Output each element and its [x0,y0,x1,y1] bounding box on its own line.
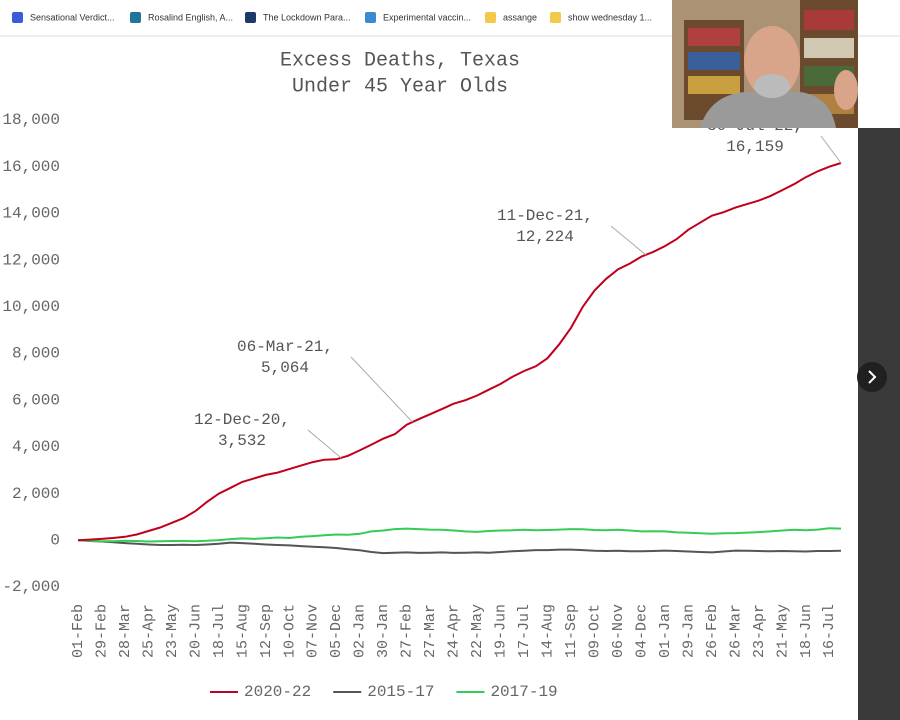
chart-subtitle: Under 45 Year Olds [292,75,508,98]
next-chevron [868,370,877,384]
legend-label: 2015-17 [367,683,434,701]
annotation-text: 12-Dec-20, [194,411,290,429]
x-tick-label: 23-Apr [751,604,768,658]
y-tick-label: 8,000 [12,345,60,363]
bookmark[interactable]: assange [485,12,537,23]
x-tick-label: 21-May [774,604,791,658]
books [804,10,854,30]
x-tick-label: 10-Oct [281,604,298,658]
x-tick-label: 07-Nov [305,604,322,658]
x-tick-label: 29-Jan [680,604,697,658]
next-button[interactable] [857,362,887,392]
x-tick-label: 26-Mar [727,604,744,658]
annotation-value: 5,064 [261,359,309,377]
y-tick-label: 0 [50,532,60,550]
bookmark-label: show wednesday 1... [568,12,652,22]
x-tick-label: 24-Apr [446,604,463,658]
x-tick-label: 14-Aug [540,604,557,658]
x-tick-label: 09-Oct [586,604,603,658]
person-hand [834,70,858,110]
bookmark[interactable]: Experimental vaccin... [365,12,471,23]
series-line [77,162,842,542]
bookmark-label: The Lockdown Para... [263,12,351,22]
series-line [77,539,842,555]
y-tick-label: 4,000 [12,438,60,456]
bookmark-icon [550,12,561,23]
chart-title: Excess Deaths, Texas [280,49,520,72]
x-tick-label: 30-Jan [375,604,392,658]
books [688,52,740,70]
x-tick-label: 01-Jan [657,604,674,658]
x-tick-label: 20-Jun [187,604,204,658]
annotation-value: 16,159 [726,138,784,156]
x-tick-label: 05-Dec [328,604,345,658]
y-tick-label: -2,000 [2,578,60,596]
person-beard [754,74,790,98]
x-tick-label: 18-Jul [211,604,228,658]
legend-label: 2020-22 [244,683,311,701]
y-tick-label: 2,000 [12,485,60,503]
annotation-value: 3,532 [218,432,266,450]
bookmark-icon [485,12,496,23]
y-tick-label: 16,000 [2,158,60,176]
bookmark[interactable]: The Lockdown Para... [245,12,351,23]
x-tick-label: 17-Jul [516,604,533,658]
bookmark[interactable]: show wednesday 1... [550,12,652,23]
annotation-text: 06-Mar-21, [237,338,333,356]
x-tick-label: 15-Aug [234,604,251,658]
y-tick-label: 14,000 [2,205,60,223]
y-tick-label: 10,000 [2,298,60,316]
annotation-leader [307,429,342,459]
bookmark-label: assange [503,12,537,22]
side-panel [858,128,900,720]
x-tick-label: 25-Apr [140,604,157,658]
annotation-value: 12,224 [516,228,574,246]
x-tick-label: 29-Feb [93,604,110,658]
person-shirt [700,92,836,128]
bookmark-label: Sensational Verdict... [30,12,115,22]
x-tick-label: 23-May [164,604,181,658]
bookmark-icon [365,12,376,23]
series-line [77,527,842,543]
annotation-leader [610,225,647,256]
bookmark-label: Rosalind English, A... [148,12,233,22]
bookmark-icon [130,12,141,23]
books [804,38,854,58]
bookmark-label: Experimental vaccin... [383,12,471,22]
x-tick-label: 12-Sep [258,604,275,658]
chart: Excess Deaths, Texas Under 45 Year Olds … [2,49,842,701]
bookmark[interactable]: Sensational Verdict... [12,12,115,23]
books [688,76,740,94]
annotation-leader [820,135,842,164]
bookmark[interactable]: Rosalind English, A... [130,12,233,23]
x-tick-label: 19-Jun [493,604,510,658]
x-tick-label: 28-Mar [117,604,134,658]
y-tick-label: 12,000 [2,251,60,269]
x-tick-label: 16-Jul [821,604,838,658]
books [688,28,740,46]
x-tick-label: 02-Jan [352,604,369,658]
bookmarks: Sensational Verdict... Rosalind English, … [12,12,652,23]
x-tick-label: 26-Feb [704,604,721,658]
x-tick-label: 06-Nov [610,604,627,658]
x-tick-label: 22-May [469,604,486,658]
x-tick-label: 04-Dec [633,604,650,658]
webcam-overlay [672,0,858,128]
legend-label: 2017-19 [490,683,557,701]
x-tick-label: 27-Mar [422,604,439,658]
x-tick-label: 27-Feb [399,604,416,658]
x-tick-label: 01-Feb [70,604,87,658]
annotation-text: 11-Dec-21, [497,207,593,225]
bookmark-icon [12,12,23,23]
x-tick-label: 18-Jun [798,604,815,658]
bookmark-icon [245,12,256,23]
x-tick-label: 11-Sep [563,604,580,658]
y-tick-label: 18,000 [2,111,60,129]
annotation-leader [350,356,413,423]
y-tick-label: 6,000 [12,391,60,409]
